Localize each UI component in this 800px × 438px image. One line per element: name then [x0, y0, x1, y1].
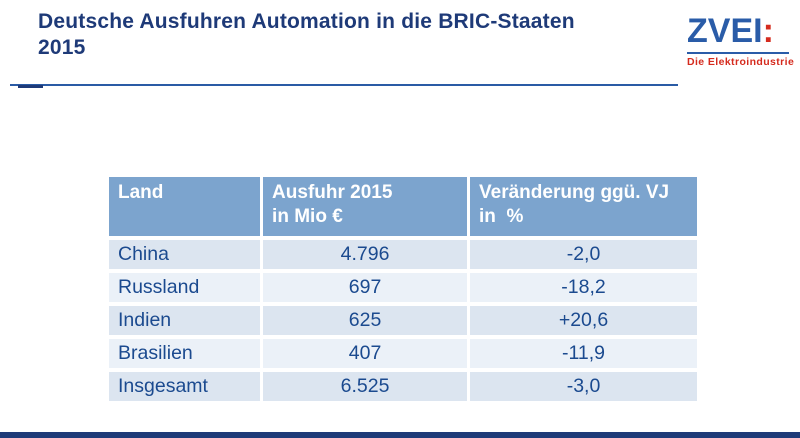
footer-accent-bar	[0, 432, 800, 438]
bric-exports-table: Land Ausfuhr 2015 in Mio € Veränderung g…	[109, 177, 697, 401]
cell-veraenderung: -3,0	[470, 368, 697, 401]
zvei-logo-divider	[687, 52, 789, 54]
table-header-row: Land Ausfuhr 2015 in Mio € Veränderung g…	[109, 177, 697, 236]
title-divider-tick	[18, 85, 43, 88]
zvei-logo: ZVEI: Die Elektroindustrie	[687, 14, 795, 68]
exports-table-container: Land Ausfuhr 2015 in Mio € Veränderung g…	[109, 177, 697, 401]
title-divider-line	[10, 84, 678, 86]
zvei-logo-tagline: Die Elektroindustrie	[687, 56, 795, 68]
zvei-logo-colon: :	[762, 12, 774, 50]
zvei-logo-wordmark: ZVEI:	[687, 14, 789, 48]
column-header-veraenderung: Veränderung ggü. VJ in %	[470, 177, 697, 236]
cell-land: Indien	[109, 302, 264, 335]
column-header-ausfuhr-label: Ausfuhr 2015	[272, 182, 393, 203]
table-row-russland: Russland 697 -18,2	[109, 269, 697, 302]
cell-ausfuhr: 4.796	[263, 236, 471, 269]
cell-veraenderung: +20,6	[470, 302, 697, 335]
cell-ausfuhr: 697	[263, 269, 471, 302]
cell-veraenderung: -2,0	[470, 236, 697, 269]
column-header-veraenderung-label: Veränderung ggü. VJ	[479, 182, 670, 203]
table-row-insgesamt: Insgesamt 6.525 -3,0	[109, 368, 697, 401]
cell-ausfuhr: 625	[263, 302, 471, 335]
cell-ausfuhr: 6.525	[263, 368, 471, 401]
column-header-land-label: Land	[118, 182, 164, 203]
cell-land: China	[109, 236, 264, 269]
column-header-ausfuhr: Ausfuhr 2015 in Mio €	[263, 177, 471, 236]
zvei-logo-text: ZVEI	[687, 12, 763, 50]
table-row-indien: Indien 625 +20,6	[109, 302, 697, 335]
cell-veraenderung: -18,2	[470, 269, 697, 302]
cell-land: Brasilien	[109, 335, 264, 368]
cell-land: Insgesamt	[109, 368, 264, 401]
page-title-line2: 2015	[38, 36, 86, 60]
column-header-ausfuhr-sublabel: in Mio €	[272, 206, 343, 228]
table-row-china: China 4.796 -2,0	[109, 236, 697, 269]
page-title-line1: Deutsche Ausfuhren Automation in die BRI…	[38, 10, 575, 33]
cell-veraenderung: -11,9	[470, 335, 697, 368]
column-header-land: Land	[109, 177, 264, 236]
table-row-brasilien: Brasilien 407 -11,9	[109, 335, 697, 368]
page-title: Deutsche Ausfuhren Automation in die BRI…	[38, 9, 668, 62]
column-header-veraenderung-sublabel: in %	[479, 206, 524, 228]
cell-ausfuhr: 407	[263, 335, 471, 368]
cell-land: Russland	[109, 269, 264, 302]
